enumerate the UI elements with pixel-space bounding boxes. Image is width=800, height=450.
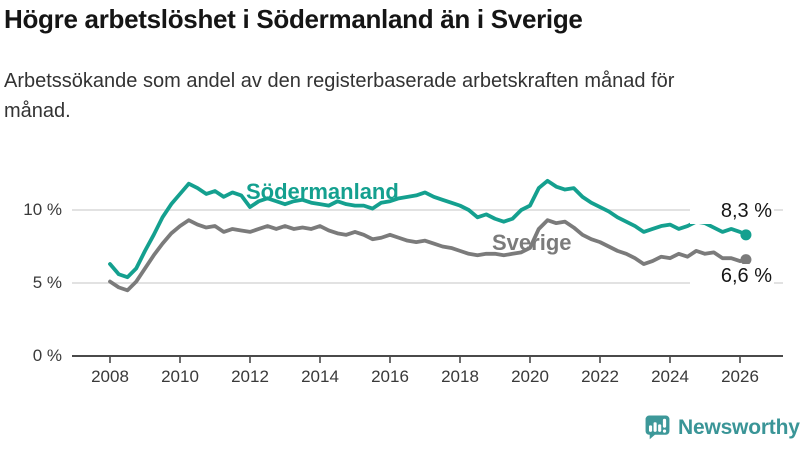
series-label-sodermanland: Södermanland [246,179,399,204]
x-tick-label: 2008 [91,367,129,386]
x-tick-label: 2016 [371,367,409,386]
x-tick-label: 2014 [301,367,339,386]
x-tick-label: 2024 [651,367,689,386]
y-tick-label: 5 % [32,273,62,292]
page-title: Högre arbetslöshet i Södermanland än i S… [4,4,583,34]
series-end-dot-sverige [740,254,752,266]
x-tick-label: 2020 [511,367,549,386]
x-tick-label: 2026 [721,367,759,386]
end-value-label-sverige: 6,6 % [690,264,774,289]
bar-chart-speech-bubble-icon [644,414,671,441]
series-line-sverige [108,218,748,293]
series-end-dot-sdermanland [740,229,752,241]
x-tick-label: 2018 [441,367,479,386]
end-value-label-sodermanland: 8,3 % [690,199,774,224]
newsworthy-logo[interactable]: Newsworthy [644,414,800,441]
y-tick-label: 10 % [23,200,62,219]
series-label-sverige: Sverige [492,230,572,255]
x-tick-label: 2010 [161,367,199,386]
newsworthy-logo-text: Newsworthy [678,415,800,439]
chart-subtitle: Arbetssökande som andel av den registerb… [4,70,675,122]
x-tick-label: 2022 [581,367,619,386]
y-tick-label: 0 % [32,346,62,365]
series-line-sdermanland [108,178,748,280]
x-tick-label: 2012 [231,367,269,386]
